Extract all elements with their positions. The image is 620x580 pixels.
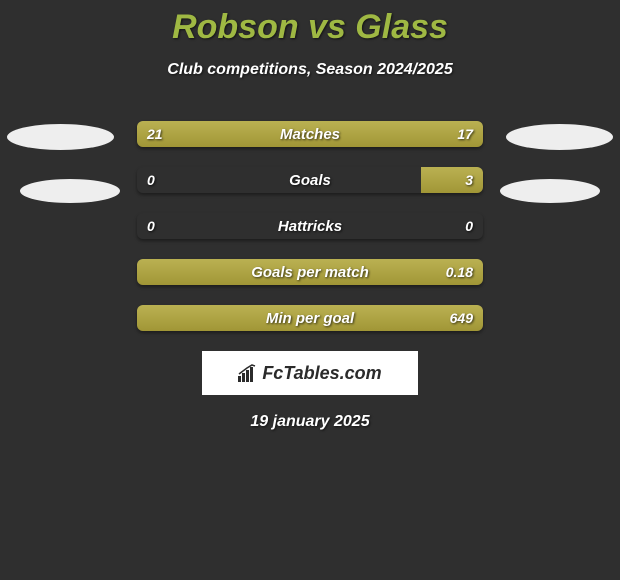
stat-row-min-per-goal: Min per goal649 — [137, 305, 483, 331]
stat-row-goals: 0Goals3 — [137, 167, 483, 193]
logo-box: FcTables.com — [202, 351, 418, 395]
subtitle: Club competitions, Season 2024/2025 — [0, 61, 620, 79]
logo: FcTables.com — [238, 363, 381, 384]
stat-value-right: 3 — [465, 167, 473, 193]
stat-label: Goals — [137, 167, 483, 193]
chart-icon — [238, 364, 258, 382]
stat-value-right: 17 — [457, 121, 473, 147]
comparison-chart: 21Matches170Goals30Hattricks0Goals per m… — [137, 121, 483, 331]
avatar-placeholder-left-1 — [7, 124, 114, 150]
stat-label: Hattricks — [137, 213, 483, 239]
date-label: 19 january 2025 — [0, 413, 620, 431]
stat-value-right: 649 — [450, 305, 473, 331]
logo-text: FcTables.com — [262, 363, 381, 384]
stat-label: Goals per match — [137, 259, 483, 285]
avatar-placeholder-right-1 — [506, 124, 613, 150]
avatar-placeholder-right-2 — [500, 179, 600, 203]
stat-row-matches: 21Matches17 — [137, 121, 483, 147]
stat-label: Min per goal — [137, 305, 483, 331]
avatar-placeholder-left-2 — [20, 179, 120, 203]
stat-row-hattricks: 0Hattricks0 — [137, 213, 483, 239]
stat-value-right: 0.18 — [446, 259, 473, 285]
stat-label: Matches — [137, 121, 483, 147]
stat-row-goals-per-match: Goals per match0.18 — [137, 259, 483, 285]
page-title: Robson vs Glass — [0, 0, 620, 47]
stat-value-right: 0 — [465, 213, 473, 239]
